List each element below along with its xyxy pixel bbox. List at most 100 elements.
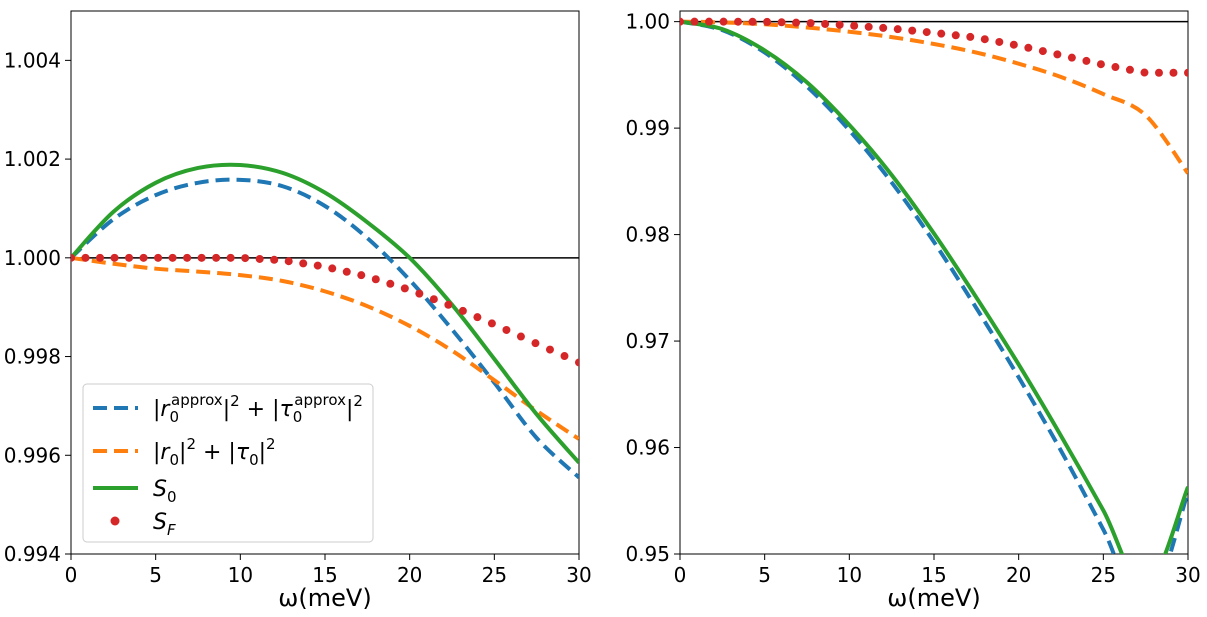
left-x-tick-label: 20 xyxy=(397,563,422,587)
left-x-tick-label: 10 xyxy=(228,563,253,587)
left-sf-point xyxy=(545,345,554,354)
right-sf-point xyxy=(908,26,917,35)
right-sf-point xyxy=(1140,68,1149,77)
left-sf-point xyxy=(531,339,540,348)
left-sf-point xyxy=(110,253,119,262)
left-sf-point xyxy=(444,300,453,309)
left-sf-point xyxy=(473,313,482,322)
legend-marker-sf xyxy=(110,516,120,526)
left-y-tick-label: 0.994 xyxy=(4,542,61,566)
left-y-tick-label: 0.998 xyxy=(4,345,61,369)
right-sf-point xyxy=(937,29,946,38)
right-x-tick-label: 25 xyxy=(1091,563,1116,587)
right-sf-point xyxy=(1082,56,1091,65)
right-sf-point xyxy=(1111,63,1120,72)
right-plot-frame xyxy=(679,10,1189,555)
right-y-tick-label: 0.99 xyxy=(625,116,670,140)
right-y-tick-label: 0.97 xyxy=(625,329,670,353)
left-y-tick-label: 1.004 xyxy=(4,48,61,72)
left-sf-point xyxy=(328,264,337,273)
right-x-tick-label: 20 xyxy=(1006,563,1031,587)
left-series-line-2 xyxy=(71,162,579,464)
legend-label-approx: |r0approx|2 + |τ0approx|2 xyxy=(153,391,363,426)
left-sf-point xyxy=(125,253,134,262)
left-sf-point xyxy=(357,271,366,280)
right-x-tick-label: 5 xyxy=(758,563,771,587)
left-x-tick-label: 15 xyxy=(312,563,337,587)
left-sf-point xyxy=(313,261,322,270)
right-sf-point xyxy=(966,32,975,41)
right-sf-point xyxy=(1154,68,1163,77)
right-sf-point xyxy=(1096,60,1105,69)
right-sf-point xyxy=(806,19,815,28)
right-x-tick-label: 15 xyxy=(921,563,946,587)
left-x-axis-label: ω(meV) xyxy=(278,584,371,612)
right-series-line-2 xyxy=(680,19,1188,554)
right-sf-point xyxy=(777,18,786,27)
right-x-tick-label: 30 xyxy=(1175,563,1200,587)
left-x-tick-label: 0 xyxy=(65,563,78,587)
right-sf-point xyxy=(893,25,902,34)
left-sf-point xyxy=(487,319,496,328)
right-sf-point xyxy=(763,17,772,26)
right-sf-point xyxy=(850,21,859,30)
right-sf-point xyxy=(734,17,743,26)
left-sf-point xyxy=(81,253,90,262)
right-sf-point xyxy=(1024,43,1033,52)
right-sf-point xyxy=(1038,47,1047,56)
left-x-tick-label: 30 xyxy=(566,563,591,587)
right-y-tick-label: 0.96 xyxy=(625,436,670,460)
right-series-sf xyxy=(680,17,1188,77)
left-sf-point xyxy=(168,253,177,262)
legend: |r0approx|2 + |τ0approx|2 |r0|2 + |τ0|2 S0… xyxy=(82,383,374,543)
right-sf-point xyxy=(719,17,728,26)
left-sf-point xyxy=(299,259,308,268)
left-sf-point xyxy=(255,254,264,263)
right-sf-point xyxy=(1125,65,1134,74)
right-sf-point xyxy=(922,28,931,37)
left-sf-point xyxy=(415,289,424,298)
right-series-line-0 xyxy=(680,19,1188,554)
right-sf-point xyxy=(1009,40,1018,49)
right-sf-point xyxy=(1053,50,1062,59)
left-x-tick-label: 25 xyxy=(482,563,507,587)
right-sf-point xyxy=(1169,68,1178,77)
right-sf-point xyxy=(792,18,801,27)
left-sf-point xyxy=(154,253,163,262)
left-sf-point xyxy=(400,284,409,293)
right-panel: 0 5 10 15 20 25 30 0.95 0.96 0.97 0.98 0.99 1.00 ω(me… xyxy=(625,10,1200,612)
left-sf-point xyxy=(197,253,206,262)
left-sf-point xyxy=(502,325,511,334)
right-sf-point xyxy=(705,17,714,26)
legend-box xyxy=(82,383,374,543)
left-sf-point xyxy=(284,257,293,266)
left-series-line-0 xyxy=(71,177,579,479)
right-x-axis-label: ω(meV) xyxy=(887,584,980,612)
left-x-tick-label: 5 xyxy=(149,563,162,587)
left-y-tick-label: 0.996 xyxy=(4,443,61,467)
left-sf-point xyxy=(342,267,351,276)
left-sf-point xyxy=(241,254,250,263)
left-series-sf xyxy=(71,253,579,367)
legend-label-sf: SF xyxy=(153,510,176,539)
right-sf-point xyxy=(1184,68,1188,77)
left-sf-point xyxy=(575,358,579,367)
left-series-line-1 xyxy=(71,255,579,441)
right-sf-point xyxy=(951,31,960,40)
right-sf-point xyxy=(690,17,699,26)
left-sf-point xyxy=(516,332,525,341)
left-y-tick-label: 1.000 xyxy=(4,246,61,270)
left-sf-point xyxy=(183,253,192,262)
right-sf-point xyxy=(748,17,757,26)
right-sf-point xyxy=(864,22,873,31)
left-sf-point xyxy=(96,253,105,262)
right-sf-point xyxy=(879,23,888,32)
left-sf-point xyxy=(458,306,467,315)
left-sf-point xyxy=(212,253,221,262)
left-sf-point xyxy=(270,255,279,264)
right-y-tick-label: 0.95 xyxy=(625,542,670,566)
left-panel: 0 5 10 15 20 25 30 0.994 0.996 0.998 1.000 1.002 1.0… xyxy=(4,10,592,612)
left-sf-point xyxy=(560,352,569,361)
right-y-tick-label: 0.98 xyxy=(625,223,670,247)
